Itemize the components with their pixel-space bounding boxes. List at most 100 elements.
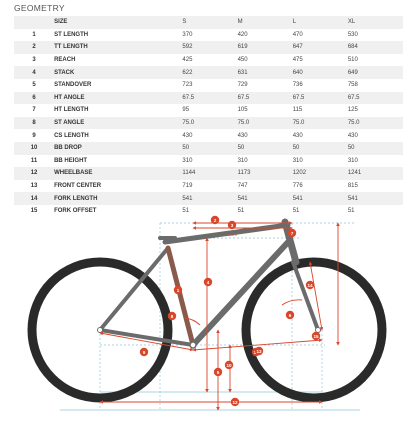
row-index: 11 [30, 157, 38, 164]
header-size: SIZE [54, 19, 68, 26]
row-value-xl: 51 [347, 208, 355, 215]
marker-label: 2 [214, 218, 217, 223]
row-measurement-name: REACH [54, 57, 76, 64]
measurement-markers: 123456789101112131415 [139, 215, 321, 407]
header-s: S [182, 19, 187, 26]
row-value-l: 115 [292, 107, 303, 114]
row-value-s: 592 [182, 44, 193, 51]
row-value-l: 541 [292, 195, 303, 202]
row-measurement-name: ST LENGTH [54, 31, 89, 38]
row-index: 8 [32, 120, 36, 127]
tt-label: TTmm [224, 232, 237, 237]
row-value-l: 310 [292, 157, 303, 164]
marker-3: 3 [227, 220, 237, 230]
row-measurement-name: STACK [54, 69, 75, 76]
row-value-xl: 75.0 [347, 120, 360, 127]
table-row: 14 FORK LENGTH 541 541 541 541 [14, 192, 403, 205]
row-value-l: 736 [292, 82, 303, 89]
row-index: 12 [30, 170, 38, 177]
row-value-s: 310 [182, 157, 193, 164]
marker-label: 5 [217, 370, 220, 375]
marker-7: 7 [287, 228, 297, 238]
row-value-xl: 310 [347, 157, 358, 164]
bike-geometry-diagram: TTmm 123456789101112131415 [27, 215, 387, 411]
row-value-m: 729 [237, 82, 248, 89]
marker-8: 8 [167, 311, 177, 321]
row-value-s: 1144 [182, 170, 196, 177]
row-value-xl: 758 [347, 82, 358, 89]
table-row: 8 ST ANGLE 75.0 75.0 75.0 75.0 [14, 116, 403, 130]
row-index: 1 [32, 31, 36, 38]
marker-15: 15 [311, 331, 321, 341]
row-measurement-name: HT LENGTH [54, 107, 89, 114]
row-value-xl: 530 [347, 31, 358, 38]
row-value-s: 75.0 [182, 120, 195, 127]
marker-label: 6 [289, 313, 292, 318]
row-value-s: 370 [182, 31, 193, 38]
marker-12: 12 [230, 397, 240, 407]
marker-label: 12 [232, 400, 238, 405]
row-value-l: 776 [292, 183, 303, 190]
marker-label: 9 [143, 350, 146, 355]
row-value-l: 50 [292, 145, 300, 152]
marker-4: 4 [203, 277, 213, 287]
row-measurement-name: BB DROP [54, 145, 82, 152]
marker-10: 10 [224, 360, 234, 370]
row-value-s: 622 [182, 69, 193, 76]
row-measurement-name: TT LENGTH [54, 44, 88, 51]
geometry-table: SIZE S M L XL 1 ST LENGTH 370 420 470 530 2 TT … [14, 16, 403, 218]
row-value-xl: 430 [347, 132, 358, 139]
row-value-xl: 684 [347, 44, 358, 51]
row-value-s: 67.5 [182, 94, 195, 101]
table-row: 9 CS LENGTH 430 430 430 430 [14, 129, 403, 142]
row-value-l: 647 [292, 44, 303, 51]
row-value-xl: 125 [347, 107, 358, 114]
table-row: 1 ST LENGTH 370 420 470 530 [14, 28, 403, 42]
marker-label: 15 [313, 334, 319, 339]
marker-2: 2 [210, 215, 220, 225]
marker-6: 6 [285, 310, 295, 320]
row-value-m: 619 [237, 44, 248, 51]
marker-label: 10 [226, 363, 232, 368]
row-measurement-name: HT ANGLE [54, 94, 85, 101]
row-index: 4 [32, 69, 36, 76]
row-value-m: 450 [237, 57, 248, 64]
row-value-l: 430 [292, 132, 303, 139]
table-row: 5 STANDOVER 723 729 736 758 [14, 78, 403, 92]
row-index: 15 [30, 208, 38, 215]
row-index: 10 [30, 145, 38, 152]
marker-label: 7 [291, 231, 294, 236]
row-measurement-name: CS LENGTH [54, 132, 89, 139]
row-value-m: 430 [237, 132, 248, 139]
row-value-s: 95 [182, 107, 190, 114]
row-value-m: 1173 [237, 170, 251, 177]
row-measurement-name: FRONT CENTER [54, 183, 102, 190]
header-l: L [292, 19, 297, 26]
header-index [14, 16, 54, 29]
marker-13: 13 [254, 346, 264, 356]
marker-1: 1 [173, 285, 183, 295]
marker-label: 1 [177, 288, 180, 293]
row-measurement-name: WHEELBASE [54, 170, 93, 177]
table-row: 12 WHEELBASE 1144 1173 1202 1241 [14, 167, 403, 180]
row-value-l: 1202 [292, 170, 307, 177]
row-value-xl: 50 [347, 145, 355, 152]
header-m: M [237, 19, 243, 26]
row-value-l: 470 [292, 31, 303, 38]
row-measurement-name: FORK OFFSET [54, 208, 97, 215]
row-value-s: 541 [182, 195, 193, 202]
row-measurement-name: STANDOVER [54, 82, 92, 89]
row-value-xl: 67.5 [347, 94, 360, 101]
table-row: 3 REACH 425 450 475 510 [14, 53, 403, 67]
row-value-m: 67.5 [237, 94, 250, 101]
row-index: 6 [32, 94, 36, 101]
row-value-xl: 510 [347, 57, 358, 64]
row-value-m: 105 [237, 107, 248, 114]
row-index: 7 [32, 107, 36, 114]
row-value-m: 420 [237, 31, 248, 38]
table-row: 10 BB DROP 50 50 50 50 [14, 141, 403, 155]
marker-label: 3 [231, 223, 234, 228]
table-row: 7 HT LENGTH 95 105 115 125 [14, 104, 403, 117]
table-row: 2 TT LENGTH 592 619 647 684 [14, 41, 403, 54]
row-value-l: 640 [292, 69, 303, 76]
